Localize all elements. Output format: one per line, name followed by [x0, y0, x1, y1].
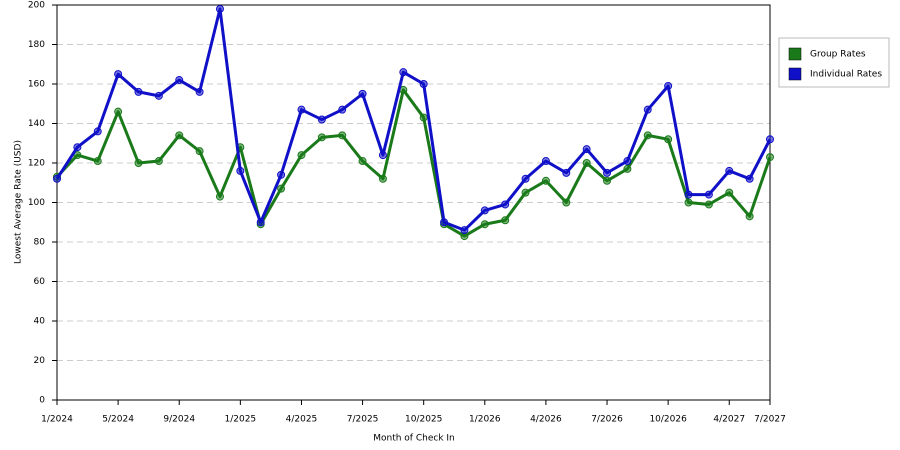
- data-point: [582, 145, 591, 154]
- data-point: [399, 68, 408, 77]
- data-point: [154, 91, 163, 100]
- data-point: [277, 184, 286, 193]
- data-point: [277, 170, 286, 179]
- data-point: [725, 166, 734, 175]
- data-point: [297, 151, 306, 160]
- x-tick-label: 10/2025: [405, 415, 442, 425]
- data-point: [704, 200, 713, 209]
- data-point: [114, 70, 123, 79]
- y-tick-label: 100: [28, 198, 45, 208]
- data-point: [297, 105, 306, 114]
- data-point: [562, 168, 571, 177]
- data-point: [664, 135, 673, 144]
- data-point: [195, 147, 204, 156]
- y-tick-label: 180: [28, 40, 45, 50]
- data-point: [603, 168, 612, 177]
- y-tick-label: 20: [34, 356, 46, 366]
- data-point: [766, 153, 774, 162]
- data-point: [175, 76, 184, 85]
- data-point: [73, 143, 82, 152]
- x-tick-label: 1/2024: [41, 415, 73, 425]
- x-tick-label: 7/2025: [347, 415, 379, 425]
- data-point: [501, 200, 510, 209]
- data-point: [378, 174, 387, 183]
- data-point: [480, 206, 489, 215]
- data-point: [725, 188, 734, 197]
- data-point: [175, 131, 184, 140]
- legend-label: Group Rates: [810, 50, 866, 60]
- legend-swatch: [788, 47, 802, 61]
- data-point: [766, 135, 774, 144]
- data-point: [480, 220, 489, 229]
- data-point: [623, 157, 632, 166]
- data-point: [541, 176, 550, 185]
- data-point: [215, 4, 224, 13]
- data-point: [562, 198, 571, 207]
- data-point: [338, 131, 347, 140]
- series-line: [55, 7, 772, 232]
- data-point: [419, 113, 428, 122]
- y-tick-label: 160: [28, 80, 45, 90]
- legend-swatch: [788, 67, 802, 81]
- data-point: [643, 131, 652, 140]
- y-tick-label: 40: [34, 317, 46, 327]
- x-tick-label: 9/2024: [163, 415, 195, 425]
- data-point: [521, 188, 530, 197]
- x-tick-label: 4/2026: [530, 415, 562, 425]
- data-point: [745, 212, 754, 221]
- series-line: [55, 88, 772, 238]
- data-point: [704, 190, 713, 199]
- data-point: [317, 133, 326, 142]
- data-point: [93, 127, 102, 136]
- y-tick-label: 200: [28, 1, 45, 11]
- y-tick-label: 120: [28, 159, 45, 169]
- data-point: [53, 174, 61, 183]
- data-point: [236, 166, 245, 175]
- data-point: [358, 89, 367, 98]
- data-point: [419, 80, 428, 88]
- x-axis-title: Month of Check In: [373, 434, 455, 444]
- x-tick-label: 7/2026: [591, 415, 623, 425]
- data-point: [154, 157, 163, 166]
- data-point: [215, 192, 224, 201]
- x-tick-label: 1/2026: [469, 415, 501, 425]
- data-point: [460, 226, 469, 235]
- data-point: [521, 174, 530, 183]
- y-tick-label: 60: [34, 277, 46, 287]
- data-point: [745, 174, 754, 183]
- data-point: [256, 218, 265, 227]
- data-point: [338, 105, 347, 114]
- x-tick-label: 4/2025: [286, 415, 318, 425]
- data-point: [684, 190, 693, 199]
- data-point: [114, 107, 123, 116]
- x-tick-label: 1/2025: [225, 415, 257, 425]
- x-tick-label: 10/2026: [649, 415, 687, 425]
- legend-label: Individual Rates: [810, 70, 882, 80]
- data-point: [501, 216, 510, 225]
- data-point: [623, 164, 632, 173]
- x-tick-label: 7/2027: [754, 415, 786, 425]
- data-point: [93, 157, 102, 166]
- data-point: [317, 115, 326, 124]
- data-point: [603, 176, 612, 185]
- y-tick-label: 0: [39, 396, 45, 406]
- data-point: [643, 105, 652, 114]
- x-tick-label: 4/2027: [713, 415, 745, 425]
- data-point: [195, 87, 204, 96]
- data-point: [684, 198, 693, 207]
- data-point: [378, 151, 387, 160]
- y-tick-label: 80: [34, 238, 46, 248]
- data-point: [582, 159, 591, 167]
- data-point: [134, 87, 143, 96]
- x-tick-label: 5/2024: [102, 415, 134, 425]
- data-point: [440, 218, 449, 227]
- data-point: [134, 159, 143, 167]
- data-point: [664, 81, 673, 90]
- y-axis-title: Lowest Average Rate (USD): [14, 140, 24, 264]
- data-point: [358, 157, 367, 166]
- data-point: [541, 157, 550, 166]
- plot-frame: [56, 4, 771, 401]
- y-tick-label: 140: [28, 119, 45, 129]
